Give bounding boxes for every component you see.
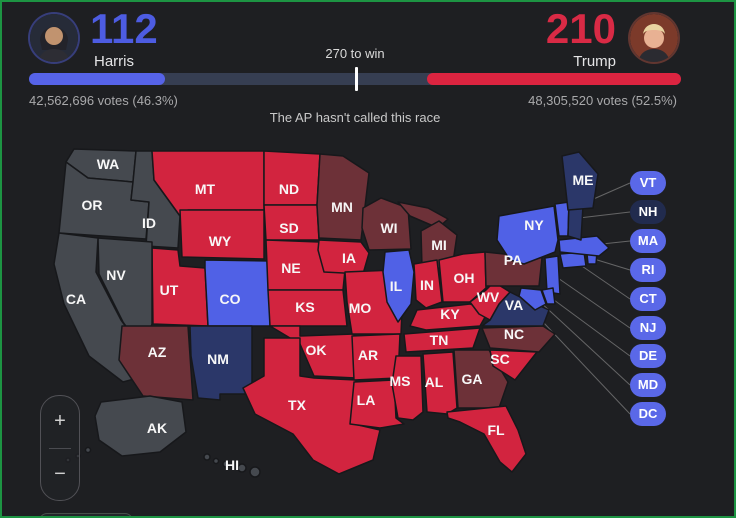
pill-NJ[interactable]: NJ [630,316,666,340]
harris-name-label: Harris [94,53,134,70]
state-OH[interactable] [438,251,487,303]
state-HI[interactable] [203,453,261,478]
state-DE[interactable] [541,287,556,305]
pill-VT[interactable]: VT [630,171,666,195]
state-ND[interactable] [263,150,321,206]
trump-electoral-count: 210 [545,5,616,52]
state-NM[interactable] [189,325,253,401]
trump-avatar [630,14,678,62]
zoom-control-divider [49,447,71,449]
majority-tick [355,67,359,91]
state-NJ[interactable] [544,255,561,295]
bottom-partial-button[interactable] [39,513,133,516]
harris-bar-fill [29,73,165,85]
electoral-vote-bar [29,67,681,91]
state-IA[interactable] [317,239,370,275]
state-SD[interactable] [263,204,320,241]
pill-DC[interactable]: DC [630,402,666,426]
state-UT[interactable] [151,247,209,327]
pill-NH[interactable]: NH [630,200,666,224]
state-ME[interactable] [561,151,599,211]
state-MD[interactable] [518,287,547,311]
state-SC[interactable] [489,349,538,381]
state-MN[interactable] [316,153,370,241]
state-AZ[interactable] [118,325,194,401]
state-FL[interactable] [446,405,527,473]
state-TN[interactable] [403,327,481,353]
state-TX[interactable] [242,337,381,475]
harris-avatar [30,14,78,62]
zoom-in-button[interactable]: + [54,410,66,433]
270-to-win-label: 270 to win [325,46,385,61]
state-MA[interactable] [558,235,610,257]
trump-bar-fill [426,73,681,85]
state-MS[interactable] [391,355,424,421]
state-AL[interactable] [422,351,458,415]
pill-MD[interactable]: MD [630,373,666,397]
harris-electoral-count: 112 [90,5,158,52]
pill-DE[interactable]: DE [630,344,666,368]
state-WI[interactable] [361,197,412,251]
state-KY[interactable] [409,303,490,331]
zoom-out-button[interactable]: − [54,462,66,485]
pill-MA[interactable]: MA [630,229,666,253]
race-status-text: The AP hasn't called this race [269,110,441,125]
harris-popular-votes: 42,562,696 votes (46.3%) [29,93,178,108]
state-WV[interactable] [469,281,511,321]
state-IN[interactable] [413,259,443,309]
state-KS[interactable] [267,289,348,327]
pill-RI[interactable]: RI [630,258,666,282]
trump-name-label: Trump [573,53,616,70]
state-AK[interactable] [65,395,187,463]
state-IL[interactable] [382,249,415,323]
state-NC[interactable] [481,325,556,353]
pill-CT[interactable]: CT [630,287,666,311]
state-WY[interactable] [179,209,265,260]
trump-popular-votes: 48,305,520 votes (52.5%) [528,93,677,108]
state-CO[interactable] [204,259,271,327]
state-NY[interactable] [496,205,559,265]
map-zoom-control: + − [40,395,80,501]
